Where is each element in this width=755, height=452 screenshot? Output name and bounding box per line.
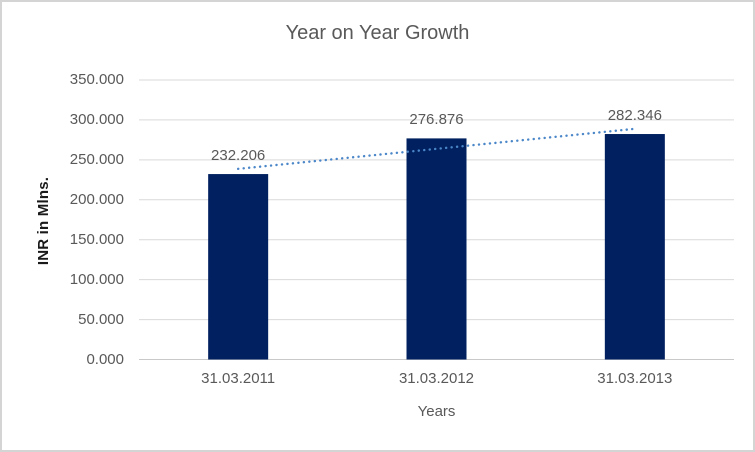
bar bbox=[604, 134, 665, 360]
bar bbox=[208, 174, 269, 360]
trendline bbox=[236, 127, 637, 171]
x-axis-title: Years bbox=[417, 403, 456, 420]
chart-title: Year on Year Growth bbox=[285, 22, 470, 44]
bar bbox=[406, 138, 467, 360]
